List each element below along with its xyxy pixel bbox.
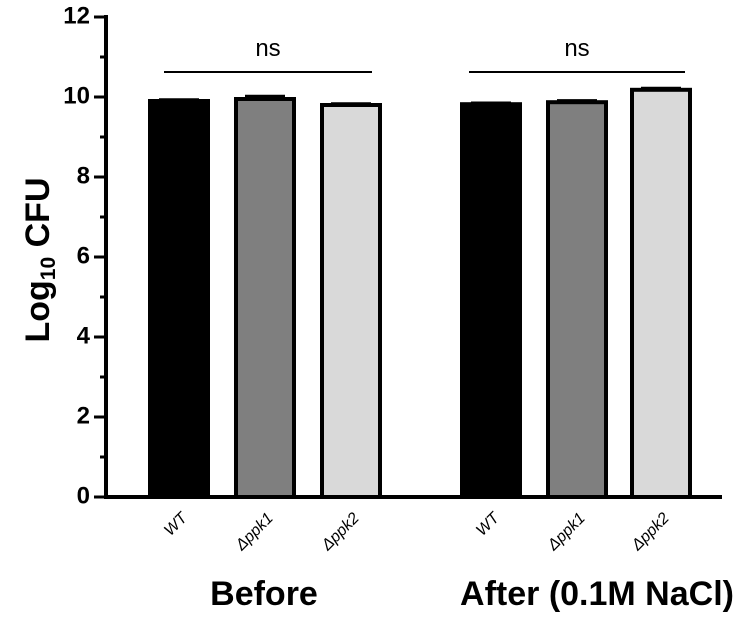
bar-0-1 [234,97,296,499]
x-tick-label-1-0: WT [473,509,503,539]
significance-label-0: ns [255,35,280,62]
bar-1-2 [630,87,692,500]
y-tick-label-8: 8 [77,162,90,189]
y-tick-label-0: 0 [77,482,90,509]
x-tick-label-1-1: Δppk1 [544,510,589,555]
x-tick-label-0-1: Δppk1 [232,510,277,555]
bar-1-0 [460,102,522,499]
bar-0-0 [148,99,210,499]
bar-0-2 [320,103,382,499]
x-tick-label-0-0: WT [161,509,191,539]
x-tick-label-1-2: Δppk2 [628,510,673,555]
y-tick-label-4: 4 [77,322,91,349]
y-tick-label-12: 12 [63,2,90,29]
y-tick-label-10: 10 [63,82,90,109]
y-tick-label-2: 2 [77,402,90,429]
x-tick-label-0-2: Δppk2 [318,510,363,555]
bar-1-1 [546,100,608,499]
group-label-after: After (0.1M NaCl) [460,575,734,613]
significance-label-1: ns [564,35,589,62]
y-tick-label-6: 6 [77,242,90,269]
group-label-before: Before [210,575,318,613]
